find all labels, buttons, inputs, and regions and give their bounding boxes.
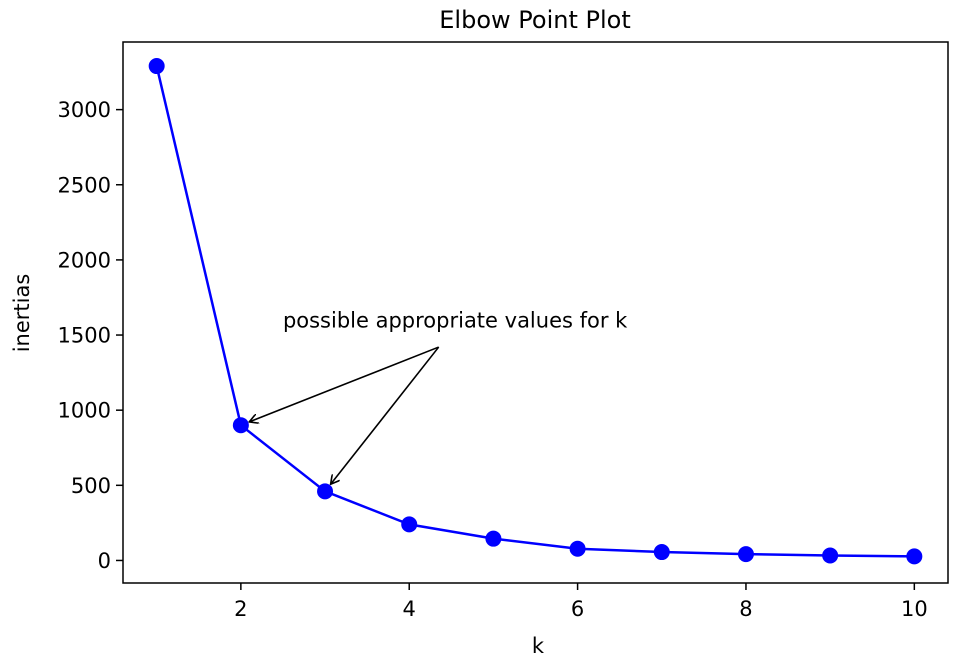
data-point	[317, 483, 334, 500]
y-axis-ticks: 0 500 1000 1500 2000 2500 3000	[58, 98, 123, 573]
y-tick-label: 500	[71, 474, 111, 498]
data-point	[737, 546, 754, 563]
annotation-arrow	[249, 346, 439, 422]
data-point	[906, 548, 923, 565]
y-tick-label: 2500	[58, 173, 111, 197]
x-tick-label: 10	[901, 597, 928, 621]
series-line	[155, 65, 915, 558]
y-tick-label: 3000	[58, 98, 111, 122]
chart-title: Elbow Point Plot	[439, 6, 630, 34]
x-axis-label: k	[532, 634, 545, 658]
data-point	[485, 530, 502, 547]
annotation-text: possible appropriate values for k	[283, 309, 628, 333]
annotation-arrow	[331, 346, 440, 484]
data-point	[401, 516, 418, 533]
x-axis-ticks: 2 4 6 8 10	[234, 583, 928, 621]
x-tick-label: 4	[403, 597, 416, 621]
plot-frame	[122, 41, 949, 584]
data-point	[232, 417, 249, 434]
data-point	[653, 544, 670, 561]
x-tick-label: 8	[739, 597, 752, 621]
y-tick-label: 1000	[58, 399, 111, 423]
series-points	[148, 58, 923, 565]
y-tick-label: 0	[98, 549, 111, 573]
data-point	[569, 540, 586, 557]
x-tick-label: 2	[234, 597, 247, 621]
y-tick-label: 2000	[58, 248, 111, 272]
annotation-group	[249, 346, 440, 484]
y-axis-label: inertias	[10, 274, 34, 353]
data-point	[822, 547, 839, 564]
x-tick-label: 6	[571, 597, 584, 621]
y-tick-label: 1500	[58, 324, 111, 348]
data-point	[148, 58, 165, 75]
